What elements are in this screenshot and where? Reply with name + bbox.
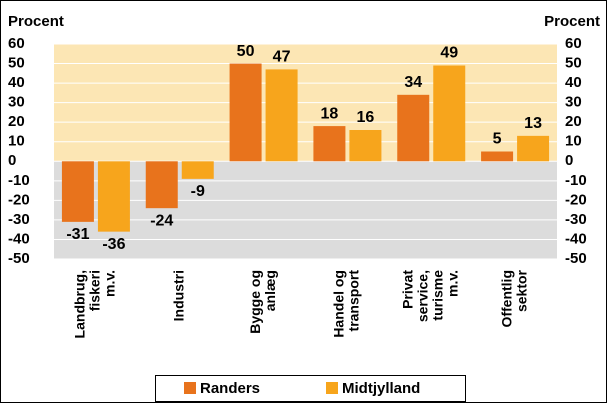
data-label: 34 bbox=[404, 74, 422, 91]
bar bbox=[433, 65, 466, 162]
legend-label: Randers bbox=[200, 380, 260, 397]
y-tick-label: -30 bbox=[8, 211, 30, 228]
bar bbox=[97, 161, 130, 232]
y2-tick-label: 50 bbox=[565, 55, 582, 72]
bar bbox=[145, 161, 178, 209]
bar bbox=[313, 126, 346, 162]
legend-swatch bbox=[326, 382, 338, 394]
y-tick-label: 10 bbox=[8, 133, 25, 150]
y-tick-label: 60 bbox=[8, 35, 25, 52]
bar bbox=[265, 69, 298, 162]
data-label: 47 bbox=[273, 49, 291, 66]
y2-tick-label: 10 bbox=[565, 133, 582, 150]
x-tick-label: transport bbox=[346, 270, 362, 332]
bar bbox=[397, 94, 430, 162]
x-tick-label: m.v. bbox=[102, 270, 118, 297]
y2-tick-label: 30 bbox=[565, 94, 582, 111]
y-axis-label: Procent bbox=[8, 13, 64, 30]
y-tick-label: 30 bbox=[8, 94, 25, 111]
y2-tick-label: -50 bbox=[565, 250, 587, 267]
x-tick-label: sektor bbox=[513, 269, 529, 312]
x-tick-label: Landbrug, bbox=[72, 270, 88, 338]
y2-tick-label: 20 bbox=[565, 113, 582, 130]
x-tick-label: Industri bbox=[170, 270, 186, 321]
y-tick-label: -10 bbox=[8, 172, 30, 189]
x-tick-label: Handel og bbox=[331, 270, 347, 338]
bar bbox=[517, 135, 550, 162]
data-label: -36 bbox=[102, 236, 125, 253]
y2-tick-label: -30 bbox=[565, 211, 587, 228]
data-label: 5 bbox=[493, 131, 502, 148]
data-label: 16 bbox=[357, 109, 375, 126]
y2-tick-label: 60 bbox=[565, 35, 582, 52]
x-tick-label: turisme bbox=[429, 270, 445, 321]
bar bbox=[61, 161, 94, 222]
y-tick-label: 40 bbox=[8, 74, 25, 91]
y-tick-label: -40 bbox=[8, 230, 30, 247]
x-tick-label: Bygge og bbox=[247, 270, 263, 334]
x-tick-label: Offentlig bbox=[498, 270, 514, 328]
y-tick-label: -50 bbox=[8, 250, 30, 267]
x-tick-label: anlæg bbox=[262, 270, 278, 311]
bar bbox=[229, 63, 262, 162]
y2-tick-label: -10 bbox=[565, 172, 587, 189]
data-label: -31 bbox=[66, 226, 89, 243]
bar bbox=[481, 151, 514, 162]
y2-tick-label: -20 bbox=[565, 191, 587, 208]
y-tick-label: 50 bbox=[8, 55, 25, 72]
x-tick-label: fiskeri bbox=[87, 270, 103, 311]
x-tick-label: m.v. bbox=[444, 270, 460, 297]
y2-tick-label: 40 bbox=[565, 74, 582, 91]
plot-negative bbox=[54, 161, 557, 259]
bar bbox=[349, 130, 382, 162]
y-tick-label: -20 bbox=[8, 191, 30, 208]
y-tick-label: 20 bbox=[8, 113, 25, 130]
legend-swatch bbox=[184, 382, 196, 394]
data-label: 49 bbox=[440, 45, 458, 62]
x-tick-label: Privat bbox=[399, 270, 415, 309]
data-label: 13 bbox=[524, 115, 542, 132]
y2-axis-label: Procent bbox=[544, 13, 600, 30]
legend-label: Midtjylland bbox=[342, 380, 420, 397]
x-tick-label: service, bbox=[414, 270, 430, 322]
data-label: 18 bbox=[321, 105, 339, 122]
data-label: 50 bbox=[237, 43, 255, 60]
data-label: -24 bbox=[150, 212, 173, 229]
bar bbox=[181, 161, 214, 179]
y-tick-label: 0 bbox=[8, 152, 16, 169]
y2-tick-label: -40 bbox=[565, 230, 587, 247]
data-label: -9 bbox=[191, 183, 205, 200]
y2-tick-label: 0 bbox=[565, 152, 573, 169]
legend-box bbox=[155, 375, 466, 402]
